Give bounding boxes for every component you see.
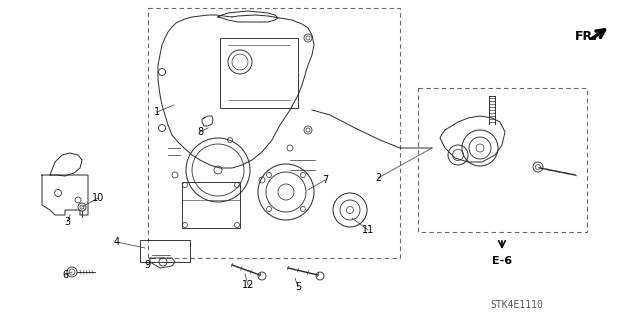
Text: 4: 4 [114, 237, 120, 247]
Text: FR.: FR. [575, 29, 598, 42]
Text: 5: 5 [295, 282, 301, 292]
Text: 1: 1 [154, 107, 160, 117]
Text: 3: 3 [64, 217, 70, 227]
Text: 6: 6 [62, 270, 68, 280]
Text: 9: 9 [144, 260, 150, 270]
Text: E-6: E-6 [492, 256, 512, 266]
Text: 2: 2 [375, 173, 381, 183]
Bar [418, 88, 587, 232]
Text: 10: 10 [92, 193, 104, 203]
Bar [182, 182, 240, 228]
Text: STK4E1110: STK4E1110 [490, 300, 543, 310]
Text: 11: 11 [362, 225, 374, 235]
Text: 8: 8 [197, 127, 203, 137]
Text: 12: 12 [242, 280, 254, 290]
Bar [148, 8, 400, 258]
Text: 7: 7 [322, 175, 328, 185]
Bar [140, 240, 190, 262]
Bar [220, 38, 298, 108]
